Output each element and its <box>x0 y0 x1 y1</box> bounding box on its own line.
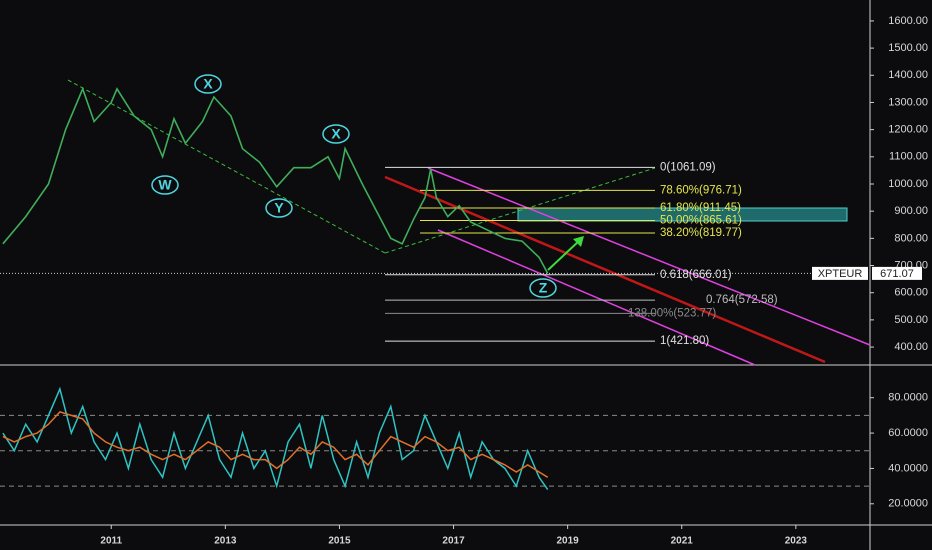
x-tick-label: 2011 <box>100 536 122 547</box>
wave-label: Y <box>274 200 284 216</box>
y-tick-label: 1500.00 <box>888 42 928 54</box>
x-tick-label: 2023 <box>785 536 808 547</box>
y-tick-label: 900.00 <box>894 205 928 217</box>
wave-label: X <box>331 126 341 142</box>
y-tick-label: 600.00 <box>894 287 928 299</box>
last-price-tag <box>872 266 922 280</box>
wave-marker <box>265 198 293 218</box>
y-tick-label: 1100.00 <box>889 151 928 163</box>
y-tick-label: 80.0000 <box>888 392 928 404</box>
trend-line <box>384 167 656 254</box>
fib-label: 0(1061.09) <box>660 161 716 173</box>
y-tick-label: 60.0000 <box>888 427 928 439</box>
symbol-tag <box>812 266 868 280</box>
y-tick-label: 1300.00 <box>888 96 928 108</box>
channel-lower <box>437 229 756 366</box>
y-tick-label: 500.00 <box>894 314 928 326</box>
wave-marker <box>529 278 557 298</box>
fib-label: 38.20%(819.77) <box>660 227 742 239</box>
symbol-label: XPTEUR <box>818 268 863 280</box>
wave-label: X <box>203 76 213 92</box>
wave-label: W <box>158 177 172 193</box>
y-tick-label: 400.00 <box>894 341 928 353</box>
fib-label: 1(421.80) <box>660 335 709 347</box>
fib-label: 138.00%(523.77) <box>628 307 716 319</box>
channel-upper <box>427 167 871 346</box>
x-tick-label: 2019 <box>557 536 580 547</box>
fib-label: 50.00%(865.61) <box>660 215 742 227</box>
x-tick-label: 2015 <box>328 536 351 547</box>
y-tick-label: 20.0000 <box>888 498 928 510</box>
trend-line <box>67 79 386 254</box>
fib-label: 78.60%(976.71) <box>660 184 742 196</box>
last-price-label: 671.07 <box>880 268 914 280</box>
wave-marker <box>194 74 222 94</box>
data-line <box>2 86 549 274</box>
x-tick-label: 2013 <box>214 536 237 547</box>
data-line <box>2 411 549 478</box>
x-tick-label: 2021 <box>671 536 694 547</box>
y-tick-label: 40.0000 <box>888 462 928 474</box>
arrow-shaft <box>547 239 581 271</box>
fib-label: 0.618(666.01) <box>660 269 732 281</box>
wave-marker <box>151 175 179 195</box>
y-tick-label: 800.00 <box>894 232 928 244</box>
y-tick-label: 1200.00 <box>888 124 928 136</box>
wave-marker <box>322 124 350 144</box>
y-tick-label: 1400.00 <box>888 69 928 81</box>
x-tick-label: 2017 <box>442 536 465 547</box>
data-line <box>2 386 549 491</box>
fib-label: 0.764(572.58) <box>706 294 778 306</box>
y-tick-label: 1600.00 <box>888 15 928 27</box>
y-tick-label: 1000.00 <box>888 178 928 190</box>
wave-label: Z <box>539 280 548 296</box>
target-zone <box>517 207 848 222</box>
channel-mid <box>384 175 826 364</box>
fib-label: 61.80%(911.45) <box>660 202 741 214</box>
arrow-head <box>573 236 584 247</box>
